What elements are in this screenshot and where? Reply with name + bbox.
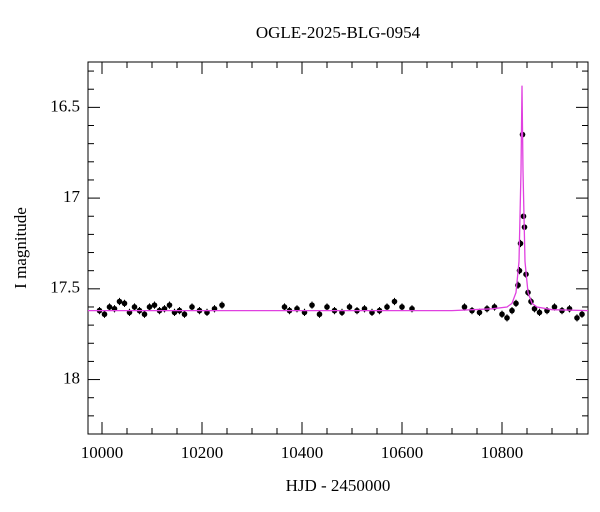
data-point — [141, 311, 148, 318]
model-line — [88, 85, 589, 312]
x-tick-label: 10000 — [81, 443, 124, 462]
data-point — [559, 307, 565, 314]
data-point — [531, 305, 538, 312]
y-tick-label: 16.5 — [50, 96, 80, 115]
y-tick-label: 18 — [63, 368, 80, 387]
data-point — [513, 300, 519, 307]
data-point — [219, 302, 225, 308]
data-point — [384, 304, 390, 310]
data-point — [551, 304, 558, 310]
plot-frame — [87, 61, 589, 435]
data-point — [391, 298, 398, 305]
chart-title: OGLE-2025-BLG-0954 — [256, 23, 421, 42]
data-point — [101, 311, 108, 318]
y-tick-label: 17.5 — [50, 278, 80, 297]
data-point — [517, 240, 524, 247]
x-tick-label: 10200 — [181, 443, 224, 462]
data-point — [281, 304, 288, 310]
data-point — [499, 311, 505, 318]
data-point — [536, 309, 543, 316]
data-point — [476, 309, 483, 316]
x-tick-label: 10400 — [281, 443, 324, 462]
x-axis-label: HJD - 2450000 — [286, 476, 391, 495]
data-point — [346, 304, 353, 310]
data-point — [309, 302, 315, 308]
data-point — [166, 302, 173, 308]
x-tick-label: 10600 — [381, 443, 424, 462]
data-point — [579, 311, 585, 318]
data-point — [131, 304, 138, 310]
data-point — [509, 307, 515, 314]
y-tick-label: 17 — [63, 187, 81, 206]
data-point — [316, 311, 323, 318]
data-point — [469, 307, 475, 314]
data-point — [146, 304, 153, 310]
data-point — [181, 311, 188, 318]
data-point — [399, 304, 405, 310]
data-point — [574, 315, 580, 321]
y-axis-label: I magnitude — [11, 207, 30, 289]
data-point — [106, 304, 113, 310]
data-point — [189, 304, 195, 310]
data-point — [324, 304, 330, 310]
data-point — [121, 300, 128, 307]
data-point — [461, 304, 468, 310]
data-point — [151, 302, 158, 308]
data-point — [116, 298, 123, 305]
data-point — [504, 315, 510, 321]
x-tick-label: 10800 — [481, 443, 524, 462]
